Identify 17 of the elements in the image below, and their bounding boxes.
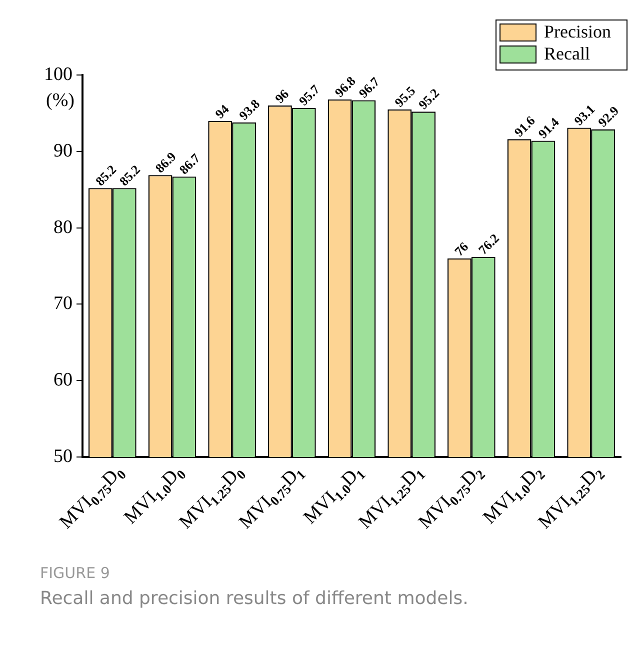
legend-label: Recall bbox=[544, 44, 590, 64]
legend-label: Precision bbox=[544, 22, 612, 42]
y-tick-label: 50 bbox=[54, 446, 72, 467]
y-axis-title: (%) bbox=[46, 90, 74, 111]
y-tick-label: 80 bbox=[54, 216, 72, 238]
data-label: 95.7 bbox=[296, 81, 323, 108]
data-label: 76 bbox=[451, 238, 472, 259]
y-tick-label: 60 bbox=[54, 370, 72, 391]
data-label: 94 bbox=[212, 101, 232, 122]
y-tick-label: 70 bbox=[54, 293, 72, 314]
data-label: 96 bbox=[272, 86, 292, 106]
text: Recall and precision results of different models. bbox=[40, 588, 470, 609]
data-label: 93.8 bbox=[236, 96, 263, 123]
y-tick-label: 90 bbox=[54, 140, 72, 162]
y-tick-label: 100 bbox=[44, 64, 72, 85]
data-label: 76.2 bbox=[475, 230, 502, 258]
caption: FIGURE 9 bbox=[40, 564, 111, 582]
